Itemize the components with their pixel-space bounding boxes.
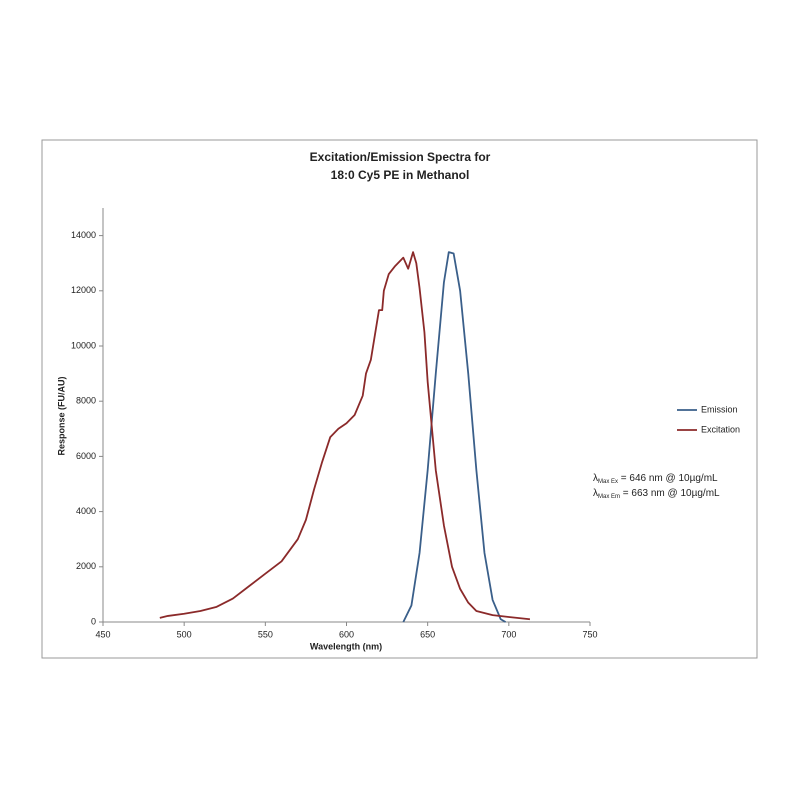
x-tick-label: 600 — [339, 629, 354, 639]
x-tick-label: 650 — [420, 629, 435, 639]
annotation: λMax Ex = 646 nm @ 10µg/mL — [593, 473, 718, 485]
annotation-symbol: λ — [593, 488, 598, 499]
x-axis-label: Wavelength (nm) — [310, 641, 382, 651]
chart-title: 18:0 Cy5 PE in Methanol — [331, 168, 470, 182]
annotation-text: = 663 nm @ 10µg/mL — [620, 488, 720, 499]
x-tick-label: 750 — [582, 629, 597, 639]
legend-label: Emission — [701, 404, 738, 414]
y-tick-label: 10000 — [71, 340, 96, 350]
annotation: λMax Em = 663 nm @ 10µg/mL — [593, 488, 720, 500]
x-tick-label: 450 — [95, 629, 110, 639]
legend-label: Excitation — [701, 424, 740, 434]
y-tick-label: 0 — [91, 616, 96, 626]
data-line — [402, 251, 507, 623]
y-axis-label: Response (FU/AU) — [56, 376, 66, 455]
annotation-subscript: Max Em — [598, 494, 620, 500]
data-line — [159, 251, 531, 621]
x-tick-label: 550 — [258, 629, 273, 639]
y-tick-label: 12000 — [71, 285, 96, 295]
annotation-text: = 646 nm @ 10µg/mL — [618, 473, 718, 484]
chart-frame — [41, 139, 758, 659]
annotation-symbol: λ — [593, 473, 598, 484]
annotation-subscript: Max Ex — [598, 479, 618, 485]
y-tick-label: 4000 — [76, 506, 96, 516]
chart-title: Excitation/Emission Spectra for — [310, 150, 491, 164]
y-tick-label: 14000 — [71, 230, 96, 240]
x-tick-label: 700 — [501, 629, 516, 639]
x-tick-label: 500 — [177, 629, 192, 639]
y-tick-label: 2000 — [76, 561, 96, 571]
y-tick-label: 8000 — [76, 396, 96, 406]
y-tick-label: 6000 — [76, 451, 96, 461]
